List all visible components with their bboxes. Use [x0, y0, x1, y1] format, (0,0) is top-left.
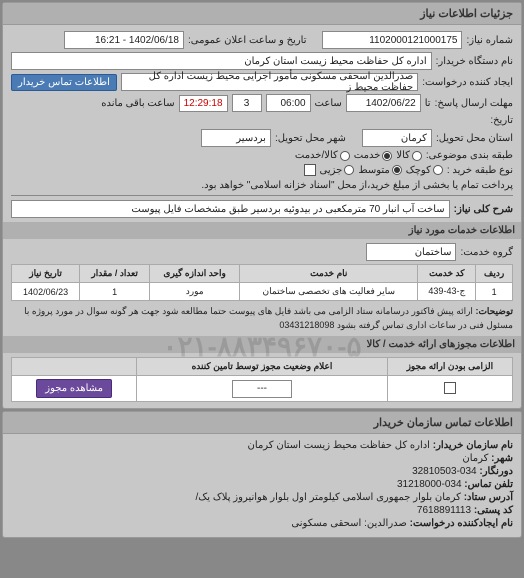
creator-field: صدرالدین اسحقی مسکونی مأمور اجرایی محیط …	[121, 73, 418, 91]
col-unit: واحد اندازه گیری	[150, 265, 240, 283]
deadline-time-field: 06:00	[266, 94, 311, 112]
col-name: نام خدمت	[240, 265, 418, 283]
province-label: استان محل تحویل:	[436, 133, 513, 144]
desc-label: شرح کلی نیاز:	[454, 204, 513, 215]
need-details-panel: جزئیات اطلاعات نیاز شماره نیاز: 11020001…	[2, 2, 522, 409]
contact-city-label: شهر:	[491, 453, 513, 464]
services-table: ردیف کد خدمت نام خدمت واحد اندازه گیری ت…	[11, 264, 513, 301]
col-date: تاریخ نیاز	[12, 265, 80, 283]
contact-city-value: کرمان	[462, 453, 488, 464]
col-row: ردیف	[476, 265, 513, 283]
deadline-label: مهلت ارسال پاسخ:	[435, 98, 513, 109]
budget-label: طبقه بندی موضوعی:	[426, 150, 513, 161]
view-license-button[interactable]: مشاهده مجوز	[36, 379, 112, 398]
radio-kala[interactable]: کالا	[396, 150, 422, 161]
radio-small[interactable]: کوچک	[406, 165, 443, 176]
remaining-days-field: 3	[232, 94, 262, 112]
req-number-label: شماره نیاز:	[466, 35, 513, 46]
post-value: 7618891113	[417, 505, 471, 516]
contact-panel: اطلاعات تماس سازمان خریدار نام سازمان خر…	[2, 411, 522, 538]
desc-field: ساخت آب انبار 70 مترمکعبی در بیدوئیه برد…	[11, 200, 450, 218]
note-label: توضیحات:	[475, 306, 513, 316]
radio-both[interactable]: کالا/خدمت	[295, 150, 350, 161]
creator2-label: نام ایجادکننده درخواست:	[410, 518, 513, 529]
col-code: کد خدمت	[418, 265, 476, 283]
service-group-label: گروه خدمت:	[460, 247, 513, 258]
post-label: کد پستی:	[474, 505, 513, 516]
lic-col2: اعلام وضعیت مجوز توسط تامین کننده	[137, 358, 388, 376]
deadline-time-label: ساعت	[315, 98, 342, 109]
addr-label: آدرس ستاد:	[464, 492, 513, 503]
buyer-field: اداره کل حفاظت محیط زیست استان کرمان	[11, 52, 432, 70]
deadline-date-field: 1402/06/22	[346, 94, 421, 112]
contact-buyer-button[interactable]: اطلاعات تماس خریدار	[11, 74, 117, 91]
radio-medium[interactable]: متوسط	[358, 165, 401, 176]
services-header: اطلاعات خدمات مورد نیاز	[3, 222, 521, 239]
addr-value: کرمان بلوار جمهوری اسلامی کیلومتر اول بل…	[196, 492, 461, 503]
payment-checkbox[interactable]	[304, 164, 316, 176]
city-field: بردسیر	[201, 129, 271, 147]
radio-khadamat[interactable]: خدمت	[354, 150, 393, 161]
phone-value: 034-31218000	[397, 479, 462, 490]
col-qty: تعداد / مقدار	[80, 265, 150, 283]
licenses-table: الزامی بودن ارائه مجوز اعلام وضعیت مجوز …	[11, 357, 513, 402]
history-label: تاریخ:	[490, 115, 513, 126]
countdown-timer: 12:29:18	[179, 95, 228, 112]
payment-note: پرداخت تمام یا بخشی از مبلغ خرید،از محل …	[201, 180, 513, 191]
note-text: ارائه پیش فاکتور درسامانه ستاد الزامی می…	[24, 306, 513, 330]
radio-partial[interactable]: جزیی	[320, 165, 355, 176]
city-label: شهر محل تحویل:	[275, 133, 346, 144]
req-number-field: 1102000121000175	[322, 31, 462, 49]
phone-label: تلفن تماس:	[464, 479, 513, 490]
fax-label: دورنگار:	[479, 466, 513, 477]
purchase-type-label: نوع طبقه خرید :	[447, 165, 513, 176]
org-value: اداره کل حفاظت محیط زیست استان کرمان	[248, 440, 430, 451]
licenses-header: اطلاعات مجوزهای ارائه خدمت / کالا	[3, 336, 521, 353]
buyer-label: نام دستگاه خریدار:	[436, 56, 513, 67]
table-row: 1 ج-43-439 سایر فعالیت های تخصصی ساختمان…	[12, 283, 513, 301]
province-field: کرمان	[362, 129, 432, 147]
org-label: نام سازمان خریدار:	[433, 440, 513, 451]
remaining-label: ساعت باقی مانده	[101, 98, 174, 109]
deadline-to: تا	[425, 98, 431, 109]
service-group-field: ساختمان	[366, 243, 456, 261]
creator2-value: صدرالدین: اسحقی مسکونی	[291, 518, 406, 529]
license-status-select[interactable]: ---	[232, 380, 292, 398]
creator-label: ایجاد کننده درخواست:	[422, 77, 513, 88]
fax-value: 034-32810503	[412, 466, 477, 477]
announce-field: 1402/06/18 - 16:21	[64, 31, 184, 49]
panel-title: جزئیات اطلاعات نیاز	[3, 3, 521, 25]
announce-label: تاریخ و ساعت اعلان عمومی:	[188, 35, 307, 46]
contact-header: اطلاعات تماس سازمان خریدار	[3, 412, 521, 434]
license-row: --- مشاهده مجوز	[12, 376, 513, 402]
lic-col1: الزامی بودن ارائه مجوز	[387, 358, 512, 376]
license-required-checkbox[interactable]	[444, 382, 456, 394]
